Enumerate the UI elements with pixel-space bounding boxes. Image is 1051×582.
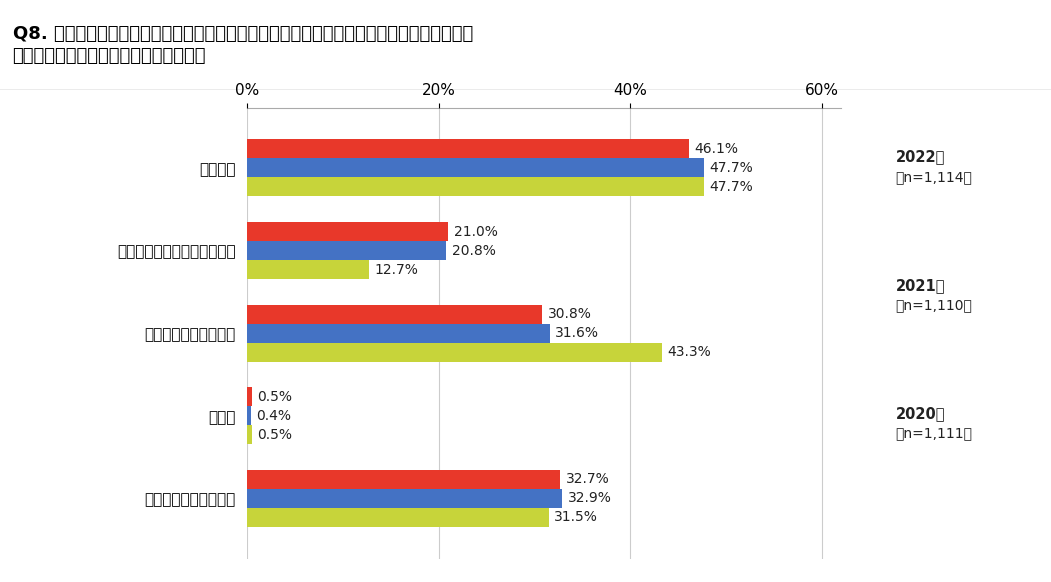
Text: 32.7%: 32.7% [565, 473, 610, 487]
Bar [247, 489, 562, 508]
Text: 43.3%: 43.3% [667, 345, 712, 359]
Bar [247, 222, 448, 241]
Text: （n=1,114）: （n=1,114） [895, 171, 972, 184]
Text: 0.4%: 0.4% [256, 409, 291, 423]
Text: 46.1%: 46.1% [695, 142, 738, 156]
Bar [247, 425, 252, 444]
Bar [247, 241, 447, 260]
Text: 2021年: 2021年 [895, 278, 945, 293]
Text: 47.7%: 47.7% [709, 180, 754, 194]
Text: （n=1,110）: （n=1,110） [895, 299, 972, 313]
Text: 31.5%: 31.5% [555, 510, 598, 524]
Text: 47.7%: 47.7% [709, 161, 754, 175]
Text: 0.5%: 0.5% [257, 428, 292, 442]
Text: 32.9%: 32.9% [568, 491, 612, 505]
Bar [247, 305, 542, 324]
Text: 30.8%: 30.8% [548, 307, 592, 321]
Bar [247, 343, 662, 361]
Bar [247, 158, 704, 178]
Bar [247, 178, 704, 197]
Bar [247, 324, 550, 343]
Bar [247, 508, 549, 527]
Bar [247, 470, 560, 489]
Text: 21.0%: 21.0% [454, 225, 498, 239]
Bar [247, 387, 252, 406]
Text: 20.8%: 20.8% [452, 244, 496, 258]
Text: 2020年: 2020年 [895, 406, 945, 421]
Text: 12.7%: 12.7% [374, 262, 418, 276]
Text: 31.6%: 31.6% [555, 326, 599, 340]
Text: （n=1,111）: （n=1,111） [895, 427, 972, 441]
Bar [247, 140, 688, 158]
Bar [247, 406, 251, 425]
Text: 2022年: 2022年 [895, 150, 945, 165]
Bar [247, 260, 369, 279]
Text: 準備をしていますか？【複数回答可】: 準備をしていますか？【複数回答可】 [13, 47, 206, 65]
Text: 0.5%: 0.5% [257, 390, 292, 404]
Text: Q8. ご自宅が「地震」で被災した際に、ご自宅を再建する費用の捻出方法としてどのような: Q8. ご自宅が「地震」で被災した際に、ご自宅を再建する費用の捻出方法としてどの… [13, 25, 473, 43]
